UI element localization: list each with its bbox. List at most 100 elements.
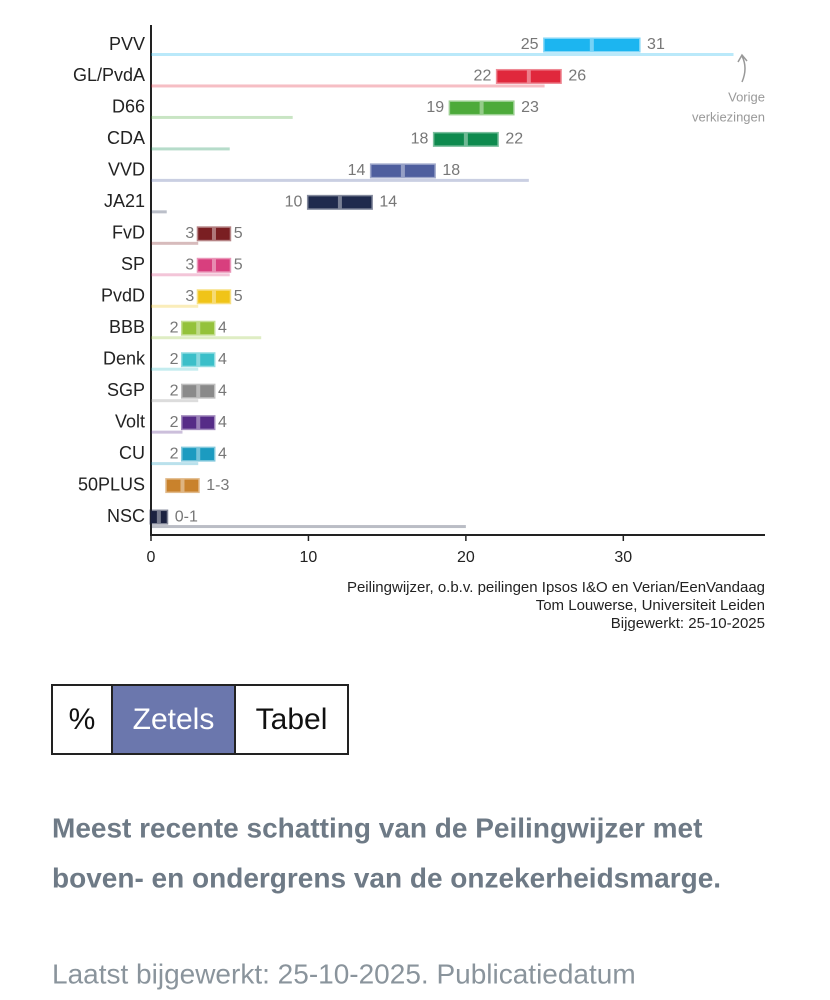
range-divider xyxy=(463,133,468,146)
high-label: 26 xyxy=(568,68,586,85)
low-label: 25 xyxy=(521,36,539,53)
toggle-button[interactable] xyxy=(111,684,236,755)
previous-bar xyxy=(151,115,293,119)
low-label: 3 xyxy=(185,225,194,242)
previous-bar xyxy=(151,399,199,403)
range-divider xyxy=(196,322,201,335)
high-label: 5 xyxy=(234,225,243,242)
category-label: PVV xyxy=(109,34,145,54)
category-label: JA21 xyxy=(104,191,145,211)
range-divider xyxy=(156,511,161,524)
low-label: 10 xyxy=(285,194,303,211)
previous-bar xyxy=(151,525,466,529)
x-tick-label: 30 xyxy=(614,549,632,566)
range-bar xyxy=(180,352,216,368)
previous-bar xyxy=(151,53,734,56)
category-label: CDA xyxy=(107,128,145,148)
high-label: 14 xyxy=(379,194,397,211)
low-label: 2 xyxy=(170,319,179,336)
category-label: SGP xyxy=(107,380,145,400)
category-label: FvD xyxy=(112,223,145,243)
high-label: 4 xyxy=(218,351,227,368)
high-label: 5 xyxy=(234,288,243,305)
range-divider xyxy=(211,290,216,303)
range-bar xyxy=(180,383,216,399)
range-bar xyxy=(180,320,216,336)
high-label: 4 xyxy=(218,414,227,431)
range-bar xyxy=(495,68,562,84)
previous-bar xyxy=(151,462,199,466)
range-divider xyxy=(211,259,216,272)
low-label: 3 xyxy=(185,288,194,305)
range-bar xyxy=(149,509,169,525)
heading-line: boven- en ondergrens van de onzekerheids… xyxy=(52,862,721,893)
source-line: Tom Louwerse, Universiteit Leiden xyxy=(536,597,765,614)
high-label: 22 xyxy=(505,131,523,148)
low-label: 22 xyxy=(474,68,492,85)
category-label: GL/PvdA xyxy=(73,65,145,85)
low-label: 2 xyxy=(170,351,179,368)
low-label: 2 xyxy=(170,414,179,431)
previous-bar xyxy=(151,178,529,182)
range-bar xyxy=(196,226,232,242)
category-label: BBB xyxy=(109,317,145,337)
high-label: 18 xyxy=(442,162,460,179)
high-label: 4 xyxy=(218,382,227,399)
range-bar xyxy=(180,446,216,462)
previous-bar xyxy=(151,84,545,88)
high-label: 23 xyxy=(521,99,539,116)
range-divider xyxy=(479,101,484,114)
range-bar xyxy=(196,289,232,305)
range-divider xyxy=(337,196,342,209)
previous-bar xyxy=(151,241,199,245)
x-tick-label: 20 xyxy=(457,549,475,566)
low-label: 19 xyxy=(426,99,444,116)
range-label: 1-3 xyxy=(206,477,229,494)
toggle-label[interactable]: Zetels xyxy=(133,703,215,736)
previous-bar xyxy=(151,367,199,371)
paragraph: Laatst bijgewerkt: 25-10-2025. Publicati… xyxy=(52,958,636,989)
previous-bar xyxy=(151,430,183,434)
category-label: CU xyxy=(119,443,145,463)
source-line: Peilingwijzer, o.b.v. peilingen Ipsos I&… xyxy=(347,579,765,596)
low-label: 18 xyxy=(411,131,429,148)
range-divider xyxy=(196,353,201,366)
range-bar xyxy=(196,257,232,273)
high-label: 5 xyxy=(234,257,243,274)
range-bar xyxy=(180,415,216,431)
annotation-arrow xyxy=(737,53,748,83)
range-label: 0-1 xyxy=(175,508,198,525)
range-divider xyxy=(211,227,216,240)
range-bar xyxy=(165,478,200,494)
x-tick-label: 10 xyxy=(300,549,318,566)
toggle-label[interactable]: Tabel xyxy=(256,703,328,736)
annotation: Vorige xyxy=(728,89,765,104)
previous-bar xyxy=(151,210,167,214)
range-divider xyxy=(196,416,201,429)
range-divider xyxy=(180,479,185,492)
range-divider xyxy=(196,385,201,398)
low-label: 2 xyxy=(170,382,179,399)
previous-bar xyxy=(151,147,230,151)
toggle-button[interactable] xyxy=(234,684,349,755)
heading-line: Meest recente schatting van de Peilingwi… xyxy=(52,812,702,843)
annotation: verkiezingen xyxy=(692,109,765,124)
low-label: 3 xyxy=(185,257,194,274)
category-label: D66 xyxy=(112,97,145,117)
range-bar xyxy=(543,37,641,53)
source-line: Bijgewerkt: 25-10-2025 xyxy=(611,615,765,632)
category-label: NSC xyxy=(107,506,145,526)
high-label: 4 xyxy=(218,319,227,336)
high-label: 31 xyxy=(647,36,665,53)
range-bar xyxy=(369,163,436,179)
range-divider xyxy=(196,448,201,461)
toggle-label[interactable]: % xyxy=(69,703,96,736)
range-divider xyxy=(589,39,594,51)
category-label: Volt xyxy=(115,411,145,431)
range-bar xyxy=(432,131,499,147)
category-label: PvdD xyxy=(101,286,145,306)
previous-bar xyxy=(151,304,199,308)
category-label: SP xyxy=(121,254,145,274)
